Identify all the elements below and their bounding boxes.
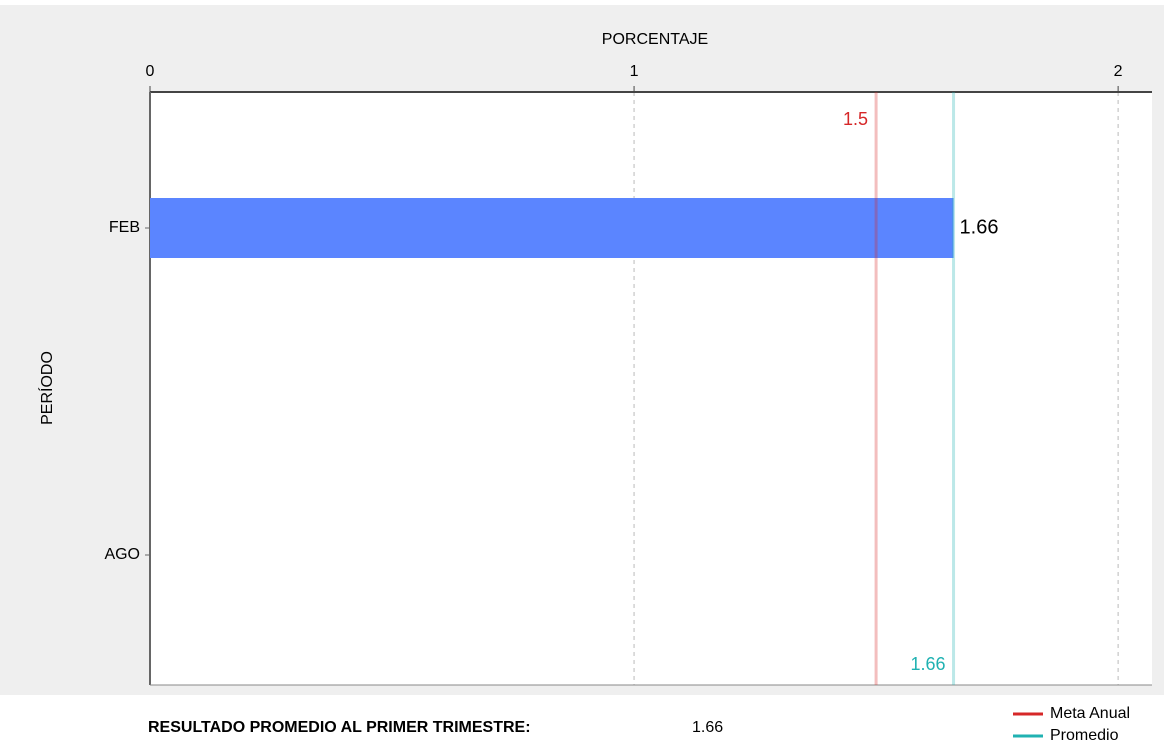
bar bbox=[150, 198, 954, 258]
x-tick-label: 1 bbox=[630, 63, 639, 80]
summary-label: RESULTADO PROMEDIO AL PRIMER TRIMESTRE: bbox=[148, 719, 531, 736]
x-tick-label: 2 bbox=[1114, 63, 1123, 80]
data-label: 1.66 bbox=[960, 216, 999, 238]
y-tick-label: AGO bbox=[104, 546, 140, 563]
reference-label: 1.5 bbox=[843, 109, 868, 129]
reference-label: 1.66 bbox=[910, 654, 945, 674]
legend-label: Meta Anual bbox=[1050, 705, 1130, 722]
legend-label: Promedio bbox=[1050, 727, 1119, 744]
y-axis-title: PERÍODO bbox=[37, 351, 56, 425]
summary-value: 1.66 bbox=[692, 719, 723, 736]
x-tick-label: 0 bbox=[146, 63, 155, 80]
plot-area bbox=[150, 92, 1152, 685]
x-axis-title: PORCENTAJE bbox=[602, 31, 708, 48]
y-tick-label: FEB bbox=[109, 219, 140, 236]
